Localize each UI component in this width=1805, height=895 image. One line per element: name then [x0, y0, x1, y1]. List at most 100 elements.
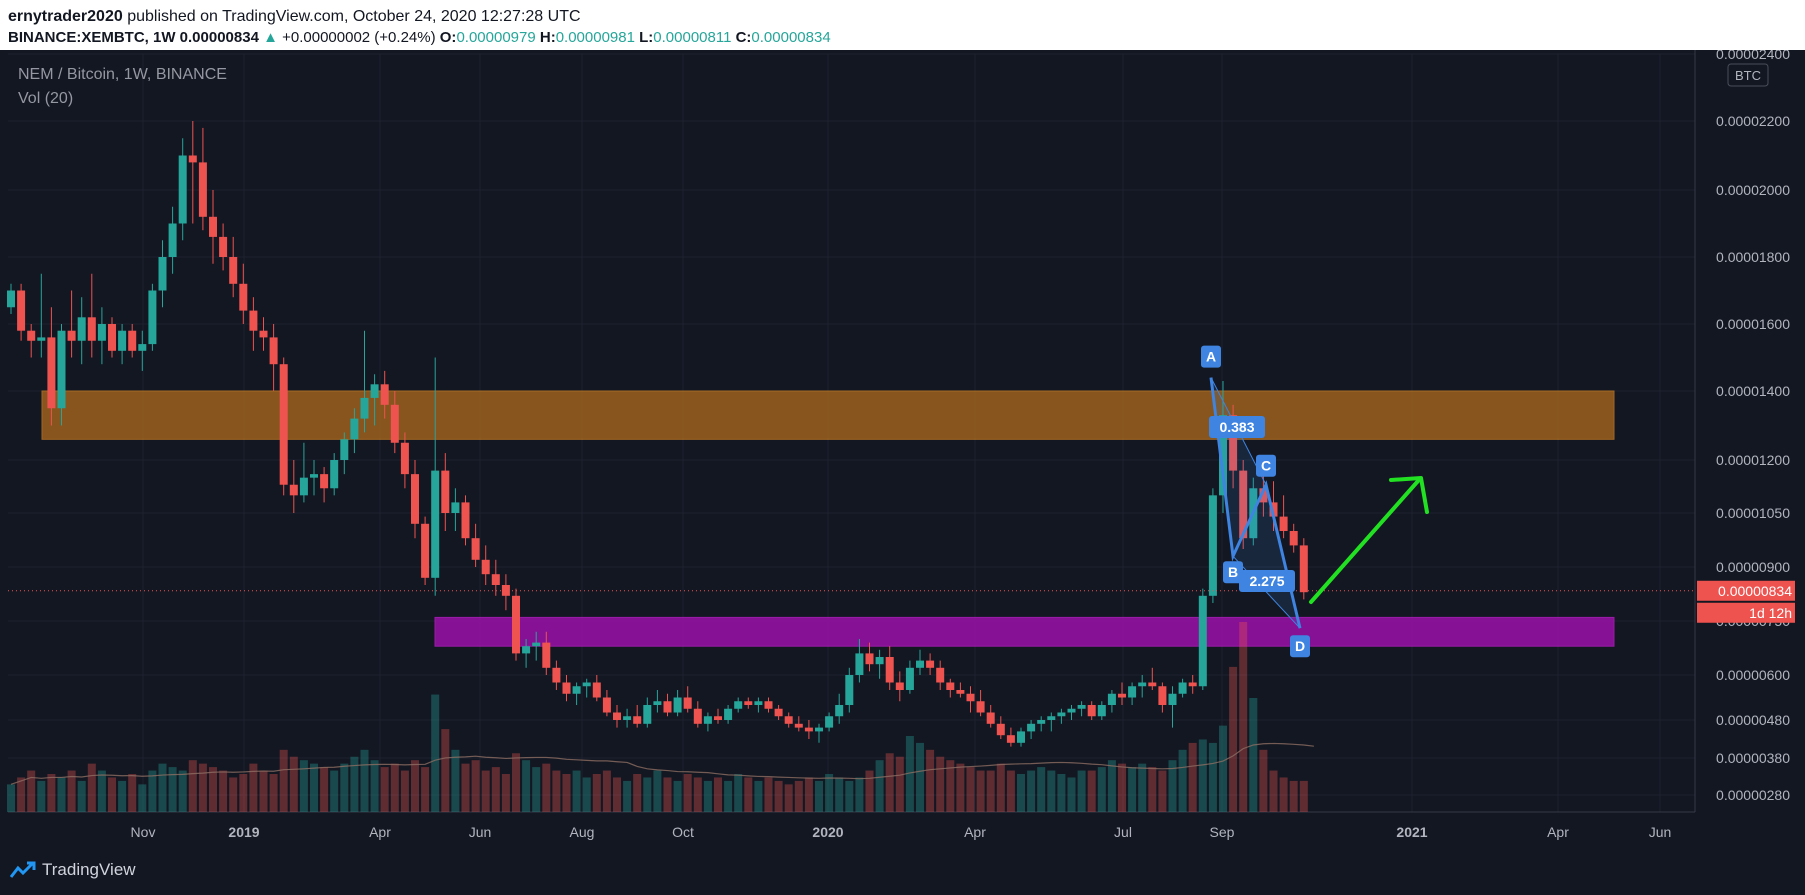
candle-down — [47, 337, 56, 409]
candle-down — [542, 642, 551, 668]
resistance-zone — [41, 390, 1615, 440]
candle-up — [1198, 595, 1207, 687]
price-tick-label: 0.00002400 — [1716, 50, 1790, 62]
volume-bar — [411, 760, 419, 812]
volume-bar — [188, 760, 197, 812]
volume-bar — [128, 774, 137, 812]
volume-bar — [259, 770, 268, 812]
candle-down — [613, 712, 621, 720]
candle-down — [633, 716, 642, 724]
volume-bar — [663, 777, 672, 812]
candle-down — [1229, 415, 1238, 471]
volume-bar — [613, 777, 621, 812]
candle-up — [158, 257, 167, 291]
volume-bar — [239, 774, 248, 812]
candle-up — [57, 330, 66, 409]
candle-up — [310, 474, 318, 478]
time-tick-label: Apr — [369, 824, 391, 840]
volume-bar — [703, 780, 712, 812]
candle-up — [754, 701, 763, 705]
candle-down — [108, 324, 116, 351]
candle-up — [1168, 693, 1177, 705]
pattern-point-label: B — [1228, 564, 1238, 580]
series-legend[interactable]: NEM / Bitcoin, 1W, BINANCE — [18, 66, 227, 83]
volume-bar — [1006, 770, 1015, 812]
tradingview-logo-icon — [10, 861, 36, 878]
open-label: O: — [439, 29, 457, 46]
volume-bar — [1219, 725, 1227, 812]
pattern-point-label: D — [1295, 638, 1305, 654]
volume-bar — [491, 767, 500, 812]
volume-legend[interactable]: Vol (20) — [18, 90, 74, 107]
volume-bar — [1229, 666, 1238, 812]
candle-up — [1037, 720, 1046, 724]
pattern-point-badge — [1256, 454, 1276, 477]
pattern-ratio-line-bd — [1232, 555, 1301, 629]
candle-up — [1219, 415, 1227, 496]
projection-arrow-icon — [1309, 479, 1420, 604]
footer: TradingView — [0, 850, 1805, 895]
support-zone — [434, 616, 1615, 647]
candle-down — [229, 257, 238, 284]
candle-up — [1047, 716, 1056, 720]
high-label: H: — [539, 29, 556, 46]
time-tick-label: 2021 — [1396, 824, 1427, 840]
time-tick-label: Nov — [131, 824, 156, 840]
volume-bar — [522, 760, 531, 812]
candle-down — [895, 682, 904, 690]
volume-bar — [108, 777, 116, 812]
volume-bar — [330, 770, 339, 812]
candle-down — [946, 682, 955, 690]
volume-bar — [1168, 760, 1177, 812]
volume-bar — [501, 774, 510, 812]
volume-bar — [1158, 770, 1167, 812]
candle-up — [330, 460, 339, 489]
candle-down — [1289, 531, 1298, 546]
candle-down — [279, 364, 288, 485]
price-chart[interactable]: 0.00002400 0.00002200 0.00002000 0.00001800… — [0, 50, 1805, 850]
volume-bar — [17, 777, 26, 812]
candle-down — [714, 716, 722, 720]
countdown-badge — [1697, 602, 1795, 623]
candle-up — [673, 697, 682, 713]
volume-bar — [754, 780, 763, 812]
candle-up — [905, 667, 914, 690]
candle-up — [1128, 686, 1137, 698]
volume-bar — [865, 770, 874, 812]
volume-bar — [976, 770, 985, 812]
candle-up — [1138, 682, 1147, 687]
volume-bar — [1198, 739, 1207, 812]
candle-up — [522, 646, 531, 654]
candle-up — [77, 317, 86, 341]
volume-bar — [744, 777, 753, 812]
volume-bar — [1178, 749, 1187, 812]
price-tick-label: 0.00001050 — [1716, 505, 1790, 521]
candle-up — [582, 682, 591, 687]
candle-down — [976, 701, 985, 713]
high-value: 0.00000981 — [555, 29, 635, 46]
volume-bar — [57, 777, 66, 812]
volume-bar — [87, 763, 96, 812]
last-price-badge-label: 0.00000834 — [1718, 583, 1792, 599]
price-tick-label: 0.00000480 — [1716, 712, 1790, 728]
time-tick-label: 2019 — [228, 824, 259, 840]
volume-bar — [562, 774, 571, 812]
candle-up — [97, 324, 106, 341]
volume-bar — [623, 780, 632, 812]
candle-down — [683, 697, 692, 709]
volume-bar — [158, 763, 167, 812]
candle-down — [188, 155, 197, 163]
volume-bar — [724, 780, 733, 812]
volume-bar — [77, 780, 86, 812]
tradingview-brand[interactable]: TradingView — [10, 860, 136, 880]
author-name[interactable]: ernytrader2020 — [8, 8, 123, 25]
volume-bar — [289, 756, 298, 812]
volume-bar — [966, 767, 975, 812]
volume-bar — [845, 780, 854, 812]
chart-legend: NEM / Bitcoin, 1W, BINANCE Vol (20) — [18, 66, 227, 114]
volume-bar — [1118, 763, 1126, 812]
change-value: +0.00000002 (+0.24%) — [282, 29, 436, 46]
volume-bar — [1037, 767, 1046, 812]
candle-down — [804, 727, 813, 732]
candle-up — [370, 384, 379, 398]
